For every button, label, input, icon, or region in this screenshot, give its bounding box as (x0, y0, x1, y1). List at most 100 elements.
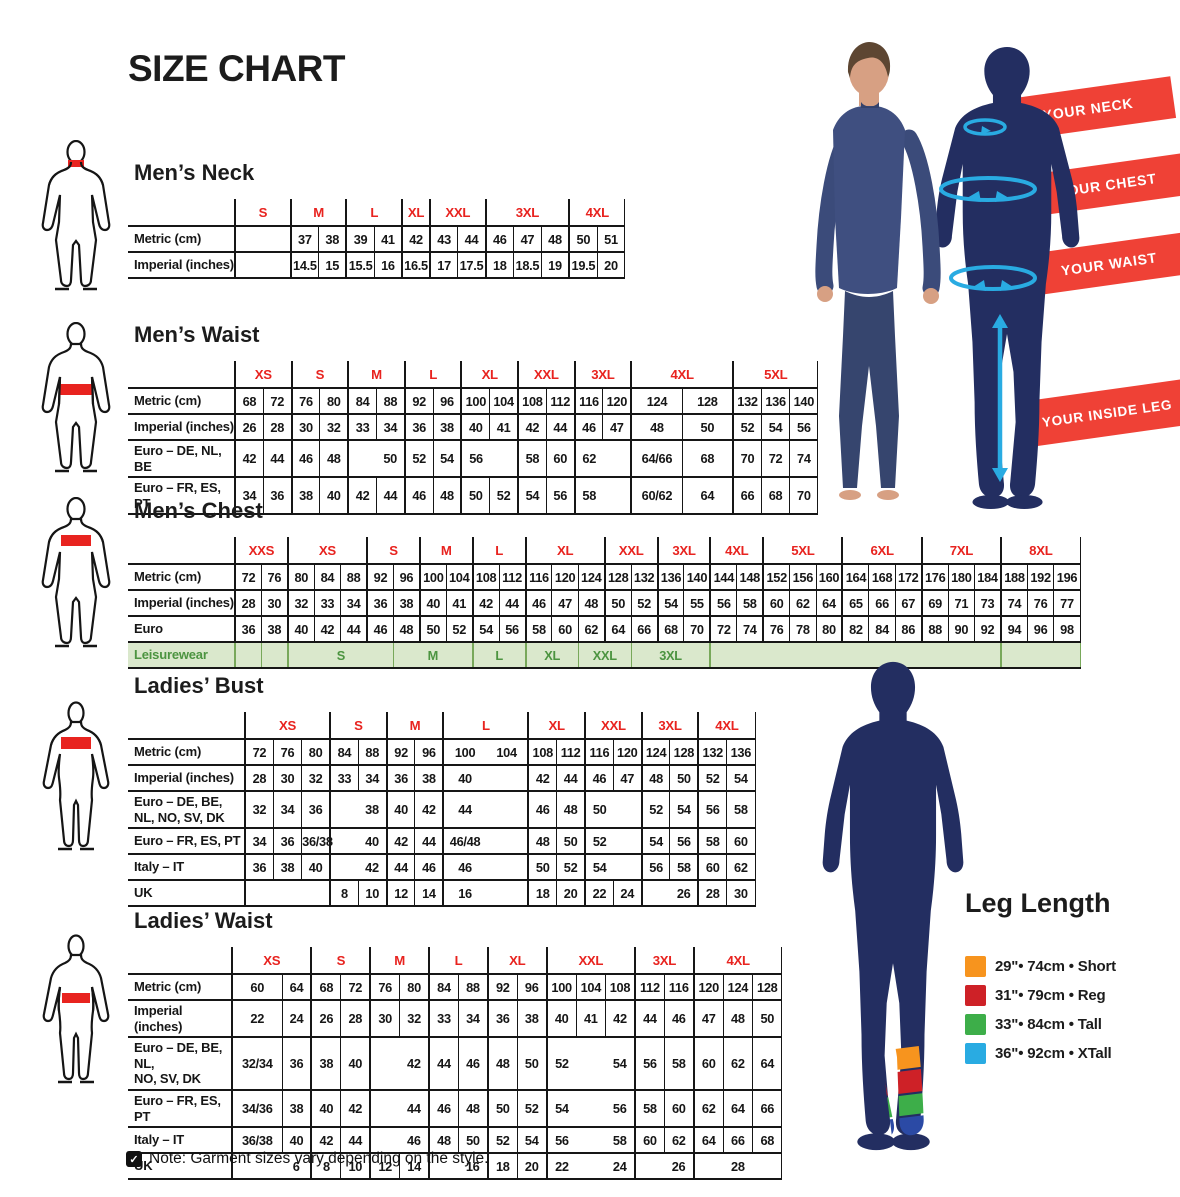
table-cell: 77 (1053, 589, 1081, 616)
table-cell: 58 (736, 589, 764, 616)
table-cell: 88 (340, 563, 368, 590)
table-cell (234, 251, 291, 279)
measurement-diagram (795, 28, 1180, 528)
table-cell: 38 (358, 789, 387, 829)
table-cell: 104 (575, 973, 606, 1000)
row-label: Euro – DE, BE, NL, NO, SV, DK (128, 789, 245, 829)
mens-chest-table: XXS XS S M L XL XXL 3XL 4XL 5XL 6XL 7XL 8XL Metric (c… (128, 537, 1081, 669)
table-cell: 42 (347, 476, 377, 516)
table-cell: 37 (289, 225, 319, 252)
table-cell: 22 (545, 1152, 577, 1181)
table-cell: 56 (460, 438, 490, 478)
table-cell: 55 (683, 589, 711, 616)
row-label: Metric (cm) (128, 225, 235, 252)
table-cell: 88 (375, 387, 405, 414)
table-cell: 54 (583, 853, 614, 881)
table-cell: 36 (272, 827, 302, 855)
table-cell: 50 (516, 1036, 547, 1090)
table-cell: 65 (841, 589, 869, 616)
table-cell: 60 (697, 853, 727, 881)
row-label: Euro – DE, NL, BE (128, 438, 235, 478)
table-cell: 48 (722, 998, 753, 1038)
table-cell: 56 (605, 1088, 635, 1128)
table-cell: 64 (281, 973, 312, 1000)
table-cell: 76 (290, 387, 320, 414)
table-cell (602, 476, 632, 516)
table-cell: 64 (722, 1088, 753, 1128)
table-cell (485, 827, 529, 855)
table-cell: 76 (272, 738, 302, 765)
size-header-cell: XXS (234, 537, 288, 564)
table-cell: 136 (760, 387, 790, 414)
table-cell: 112 (498, 563, 526, 590)
size-header-cell: 7XL (920, 537, 1001, 564)
table-cell: 88 (357, 738, 387, 765)
table-cell: 46/48 (442, 827, 486, 855)
table-cell: 86 (894, 615, 922, 642)
size-header-cell: M (347, 361, 405, 388)
size-header-cell: 8XL (999, 537, 1081, 564)
table-cell: 19.5 (568, 251, 598, 279)
table-cell: 40 (310, 1088, 341, 1128)
table-cell: 180 (947, 563, 975, 590)
table-cell (369, 1088, 400, 1128)
table-cell: 69 (920, 589, 949, 616)
table-cell (328, 789, 359, 829)
row-label: Euro – FR, ES, PT (128, 476, 235, 516)
table-cell: 36 (385, 764, 415, 791)
table-cell: 58 (669, 853, 699, 881)
table-row: Euro – FR, ES, PT 34 36 38 40 42 44 46 48 50 52 54 5… (128, 476, 819, 516)
table-cell: 44 (498, 589, 526, 616)
table-cell: 172 (894, 563, 922, 590)
table-cell: 58 (633, 1088, 665, 1128)
table-cell: 73 (974, 589, 1001, 616)
row-label: Metric (cm) (128, 738, 245, 765)
table-cell: 47 (612, 764, 642, 791)
table-cell: 22 (583, 879, 614, 908)
table-row: Imperial (inches) 28 30 32 33 34 36 38 40 41 42 44 4… (128, 589, 1081, 616)
table-cell: 48 (630, 413, 683, 440)
table-cell: 184 (974, 563, 1001, 590)
table-cell: 54 (669, 789, 699, 829)
table-cell: 14 (414, 879, 444, 908)
table-cell: 47 (602, 413, 632, 440)
table-cell: 54 (516, 476, 547, 516)
table-cell: 104 (445, 563, 473, 590)
table-cell: 136 (726, 738, 756, 765)
table-cell: 136 (656, 563, 684, 590)
size-header-cell: L (345, 199, 403, 226)
table-cell: 28 (340, 998, 371, 1038)
table-cell: 51 (596, 225, 626, 252)
size-header-cell: XXL (603, 537, 658, 564)
table-row: Imperial (inches) 22 24 26 28 30 32 33 34 36 38 40 4… (128, 998, 783, 1038)
table-cell: 48 (577, 589, 605, 616)
table-cell (485, 853, 529, 881)
row-label: Imperial (inches) (128, 998, 232, 1038)
table-cell: 34 (457, 998, 488, 1038)
table-cell: 48 (527, 827, 557, 855)
table-row: Imperial (inches) 28 30 32 33 34 36 38 40 42 44 46 4… (128, 764, 756, 791)
table-cell: 46 (399, 1126, 430, 1154)
table-cell: 66 (732, 476, 762, 516)
table-cell: 19 (540, 251, 570, 279)
table-cell: 30 (272, 764, 302, 791)
table-cell: 16 (442, 879, 486, 908)
table-cell: 18.5 (512, 251, 542, 279)
table-cell: 80 (815, 615, 843, 642)
table-cell: 108 (471, 563, 500, 590)
table-cell: 50 (457, 1126, 488, 1154)
row-label: Metric (cm) (128, 387, 235, 414)
table-cell: 46 (290, 438, 320, 478)
table-cell: 140 (789, 387, 819, 414)
waist-highlight-band (60, 384, 92, 395)
table-cell: 39 (345, 225, 375, 252)
table-cell: 78 (789, 615, 817, 642)
leg-length-label: 36"• 92cm • XTall (995, 1045, 1112, 1062)
female-bust-figure-icon (40, 700, 112, 856)
table-cell: 10 (340, 1152, 371, 1181)
note-checkbox-icon: ✓ (126, 1151, 142, 1167)
table-row: Imperial (inches) 14.5 15 15.5 16 16.5 17 17.5 1… (128, 251, 626, 279)
table-cell: 32 (319, 413, 349, 440)
table-cell: 58 (605, 1126, 635, 1154)
size-header-cell: XXL (428, 199, 486, 226)
